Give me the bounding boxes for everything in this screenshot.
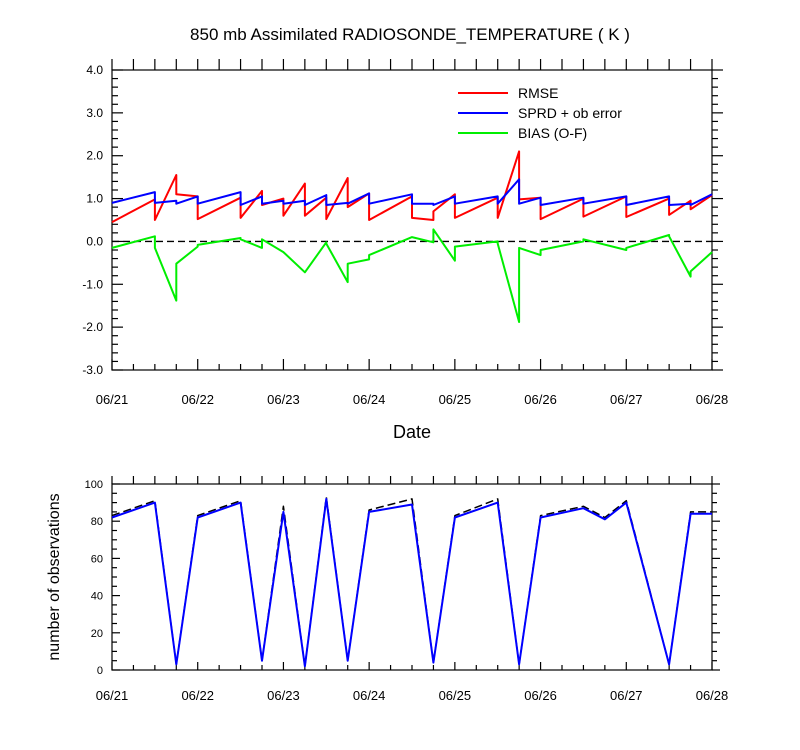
y-axis-label-observations: number of observations (46, 493, 63, 660)
series-used (111, 497, 712, 668)
y-tick-label: 0 (97, 665, 103, 677)
x-tick-label: 06/27 (610, 688, 643, 703)
x-tick-label: 06/24 (353, 688, 386, 703)
x-tick-label: 06/28 (696, 392, 729, 407)
x-tick-label: 06/23 (267, 688, 300, 703)
legend-label: SPRD + ob error (518, 105, 622, 121)
x-tick-label: 06/23 (267, 392, 300, 407)
y-tick-label: 40 (91, 591, 103, 603)
y-tick-label: -3.0 (82, 363, 103, 377)
y-tick-label: 20 (91, 628, 103, 640)
y-tick-label: 60 (91, 553, 103, 565)
y-tick-label: 4.0 (86, 63, 103, 77)
x-tick-label: 06/21 (96, 392, 129, 407)
top-panel: 06/21 06/22 06/23 06/24 06/25 06/26 06/27 06/28… (82, 59, 728, 407)
x-axis-label: Date (393, 422, 431, 442)
y-tick-label: 1.0 (86, 192, 103, 206)
y-tick-label: 100 (85, 479, 103, 491)
x-tick-label: 06/28 (696, 688, 729, 703)
bottom-panel: 06/21 06/22 06/23 06/24 06/25 06/26 06/27 06/28… (85, 476, 729, 703)
x-tick-label: 06/25 (439, 688, 472, 703)
y-tick-label: 2.0 (86, 149, 103, 163)
legend: RMSE SPRD + ob error BIAS (O-F) (458, 85, 622, 141)
legend-label: RMSE (518, 85, 558, 101)
series-possible (111, 496, 712, 668)
y-tick-label: 3.0 (86, 106, 103, 120)
y-tick-label: 80 (91, 516, 103, 528)
x-tick-label: 06/26 (524, 392, 557, 407)
bottom-series (111, 496, 712, 668)
series-rmse (111, 150, 713, 223)
y-tick-label: 0.0 (86, 234, 103, 248)
top-series (111, 150, 713, 323)
y-tick-label: -1.0 (82, 277, 103, 291)
y-tick-label: -2.0 (82, 320, 103, 334)
series-sprd-ob-error (111, 178, 713, 206)
plot-frame (111, 69, 713, 371)
x-tick-label: 06/24 (353, 392, 386, 407)
x-tick-label: 06/25 (439, 392, 472, 407)
series-bias-o-f- (111, 228, 713, 323)
x-tick-label: 06/22 (181, 392, 214, 407)
chart-title: 850 mb Assimilated RADIOSONDE_TEMPERATUR… (190, 25, 630, 44)
legend-label: BIAS (O-F) (518, 125, 587, 141)
x-tick-label: 06/21 (96, 688, 129, 703)
x-tick-label: 06/26 (524, 688, 557, 703)
x-tick-label: 06/27 (610, 392, 643, 407)
x-tick-label: 06/22 (181, 688, 214, 703)
